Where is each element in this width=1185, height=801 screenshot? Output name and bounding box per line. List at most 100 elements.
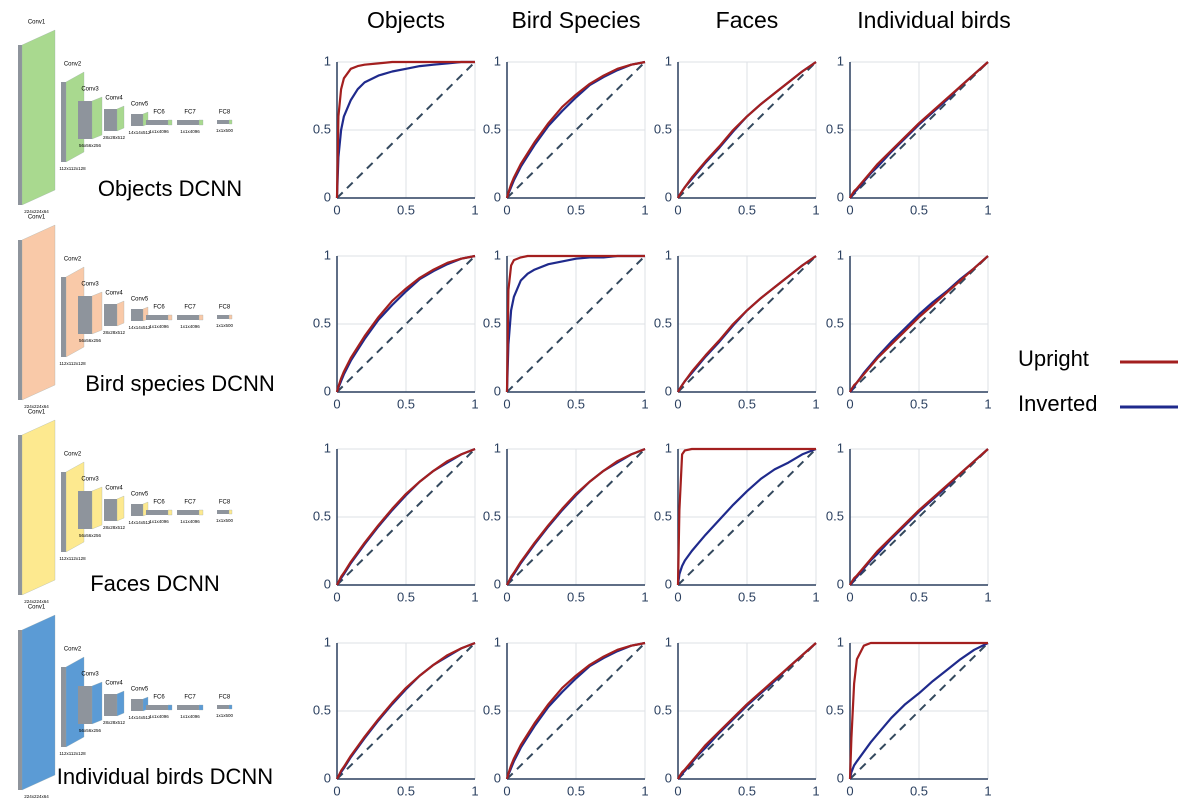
layer-face: [21, 224, 56, 401]
y-tick-label: 1: [324, 53, 331, 68]
layer-size: 1x1x500: [216, 128, 234, 133]
y-tick-label: 0.5: [313, 508, 331, 523]
layer-side: [146, 120, 168, 125]
layer-face: [228, 119, 233, 125]
x-tick-label: 0: [503, 589, 510, 604]
y-tick-label: 1: [494, 247, 501, 262]
roc-curve: [677, 61, 817, 199]
y-tick-label: 0.5: [313, 315, 331, 330]
layer-side: [217, 120, 229, 124]
x-tick-label: 0: [503, 396, 510, 411]
layer-size: 1x1x4096: [149, 324, 169, 329]
layer-face: [65, 461, 85, 553]
x-tick-label: 0.5: [567, 202, 585, 217]
x-tick-label: 1: [984, 589, 991, 604]
layer-label: Conv2: [64, 257, 82, 263]
layer-side: [177, 120, 199, 125]
roc-curve: [505, 60, 646, 199]
legend-label: Inverted: [1018, 391, 1098, 416]
layer-face: [91, 96, 103, 140]
roc-curve: [336, 641, 476, 780]
x-tick-label: 1: [641, 396, 648, 411]
layer-label: FC7: [184, 110, 196, 116]
layer-side: [104, 499, 117, 521]
layer-size: 14x14x512: [128, 520, 151, 525]
layer-label: Conv5: [131, 102, 149, 108]
layer-side: [177, 510, 199, 515]
network-label: Faces DCNN: [90, 571, 220, 596]
layer-label: Conv3: [81, 282, 99, 288]
layer-side: [131, 504, 143, 516]
layer-size: 224x224x64: [24, 404, 49, 409]
network-label: Bird species DCNN: [85, 371, 275, 396]
x-tick-label: 0: [333, 202, 340, 217]
chance-line: [849, 642, 989, 780]
network-label: Objects DCNN: [98, 176, 242, 201]
y-tick-label: 0.5: [483, 121, 501, 136]
layer-face: [65, 266, 85, 358]
x-tick-label: 1: [812, 202, 819, 217]
x-tick-label: 0: [846, 202, 853, 217]
x-tick-label: 1: [471, 589, 478, 604]
y-tick-label: 1: [665, 440, 672, 455]
layer-size: 14x14x512: [128, 715, 151, 720]
layer-size: 56x56x256: [79, 728, 102, 733]
layer-size: 1x1x4096: [180, 714, 200, 719]
layer-face: [198, 704, 204, 711]
layer-label: Conv2: [64, 647, 82, 653]
roc-curve: [849, 61, 989, 199]
y-tick-label: 0.5: [654, 315, 672, 330]
layer-label: Conv5: [131, 297, 149, 303]
chance-line: [336, 255, 476, 393]
x-tick-label: 0.5: [397, 783, 415, 798]
layer-label: FC8: [219, 110, 231, 116]
chance-line: [677, 255, 817, 393]
layer-face: [228, 704, 233, 710]
layer-side: [146, 705, 168, 710]
layer-size: 56x56x256: [79, 143, 102, 148]
column-title: Objects: [367, 7, 445, 33]
layer-side: [18, 630, 22, 790]
layer-label: Conv4: [105, 291, 123, 297]
y-tick-label: 1: [494, 440, 501, 455]
layer-face: [116, 495, 125, 522]
y-tick-label: 1: [665, 247, 672, 262]
layer-face: [198, 509, 204, 516]
layer-label: Conv4: [105, 486, 123, 492]
roc-curve: [848, 641, 988, 780]
y-tick-label: 0.5: [826, 508, 844, 523]
layer-size: 1x1x4096: [149, 519, 169, 524]
chance-line: [849, 448, 989, 586]
layer-size: 1x1x4096: [149, 129, 169, 134]
x-tick-label: 0.5: [738, 589, 756, 604]
layer-size: 224x224x64: [24, 794, 49, 799]
y-tick-label: 0: [665, 770, 672, 785]
y-tick-label: 1: [494, 634, 501, 649]
chance-line: [506, 255, 646, 393]
layer-label: Conv1: [28, 215, 46, 221]
x-tick-label: 1: [471, 202, 478, 217]
x-tick-label: 0: [503, 783, 510, 798]
layer-size: 1x1x4096: [180, 129, 200, 134]
layer-label: FC6: [153, 110, 165, 116]
layer-label: Conv3: [81, 477, 99, 483]
x-tick-label: 0.5: [910, 396, 928, 411]
y-tick-label: 0.5: [826, 121, 844, 136]
y-tick-label: 0: [665, 383, 672, 398]
layer-size: 1x1x500: [216, 323, 234, 328]
chance-line: [506, 61, 646, 199]
roc-curve: [849, 255, 989, 393]
layer-face: [198, 119, 204, 126]
legend-label: Upright: [1018, 346, 1089, 371]
column-title: Faces: [716, 7, 779, 33]
x-tick-label: 0: [674, 589, 681, 604]
layer-label: Conv3: [81, 672, 99, 678]
roc-curve: [335, 60, 475, 199]
y-tick-label: 0: [494, 770, 501, 785]
x-tick-label: 0.5: [397, 202, 415, 217]
layer-label: FC7: [184, 695, 196, 701]
layer-label: FC8: [219, 500, 231, 506]
chance-line: [849, 61, 989, 199]
layer-size: 28x28x512: [103, 330, 126, 335]
y-tick-label: 0.5: [654, 121, 672, 136]
